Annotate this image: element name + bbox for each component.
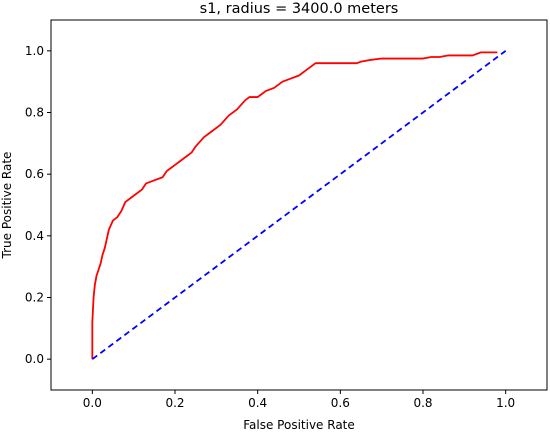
y-tick-label: 0.0 [25, 352, 44, 366]
x-tick-label: 0.4 [248, 396, 267, 410]
chance-diagonal-line [91, 50, 507, 360]
y-axis-label: True Positive Rate [0, 152, 14, 260]
x-tick-label: 0.0 [83, 396, 102, 410]
y-axis-ticks: 0.0 0.2 0.4 0.6 0.8 1.0 [25, 44, 51, 366]
x-tick-label: 0.8 [413, 396, 432, 410]
plot-frame [50, 19, 548, 391]
chart-title: s1, radius = 3400.0 meters [200, 1, 399, 17]
x-tick-label: 0.6 [331, 396, 350, 410]
roc-curve-line [91, 51, 498, 360]
y-tick-label: 0.4 [25, 229, 44, 243]
y-tick-label: 0.8 [25, 106, 44, 120]
x-axis-ticks: 0.0 0.2 0.4 0.6 0.8 1.0 [83, 390, 515, 410]
x-tick-label: 1.0 [496, 396, 515, 410]
y-tick-label: 0.2 [25, 291, 44, 305]
x-tick-label: 0.2 [165, 396, 184, 410]
y-tick-label: 1.0 [25, 44, 44, 58]
x-axis-label: False Positive Rate [243, 418, 355, 432]
plot-area [91, 50, 507, 360]
y-tick-label: 0.6 [25, 167, 44, 181]
